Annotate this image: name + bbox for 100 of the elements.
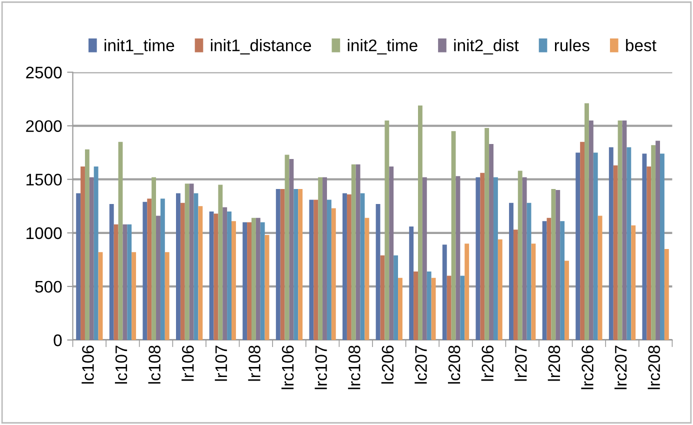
bar — [309, 200, 314, 340]
bar — [464, 244, 470, 340]
x-tick-label: lrc106 — [281, 346, 294, 390]
bar — [384, 120, 390, 340]
bar — [264, 235, 270, 340]
x-tick-label: lrc208 — [648, 346, 660, 390]
bar — [380, 255, 385, 340]
bar — [127, 224, 132, 340]
bar — [376, 204, 380, 340]
bar — [209, 211, 214, 340]
bar — [122, 224, 128, 340]
bar — [109, 204, 114, 340]
bar — [642, 154, 647, 340]
legend-label: init1_time — [104, 39, 174, 54]
bar — [409, 226, 414, 340]
bar — [260, 222, 265, 340]
bar — [322, 177, 327, 340]
bar — [531, 244, 536, 340]
bar — [152, 177, 156, 340]
bar — [389, 166, 394, 340]
y-tick-label: 0 — [54, 334, 62, 346]
bar — [484, 128, 490, 340]
bar — [218, 184, 223, 340]
y-tick-label: 2000 — [26, 120, 62, 132]
bar — [398, 278, 402, 340]
x-tick-label: lc108 — [148, 346, 160, 384]
bar — [227, 211, 232, 340]
bar — [294, 188, 298, 340]
legend-label: best — [626, 39, 656, 52]
bar — [247, 222, 252, 340]
x-tick-label: lc208 — [448, 346, 460, 384]
bar — [442, 244, 447, 340]
y-tick-label: 500 — [35, 280, 62, 293]
bar — [314, 200, 318, 340]
x-tick-label: lr206 — [481, 346, 494, 381]
bar — [94, 166, 98, 340]
bar — [526, 202, 532, 340]
bar — [651, 145, 656, 340]
bar — [414, 271, 418, 340]
bar — [114, 224, 118, 340]
bar — [551, 188, 556, 340]
bar — [76, 193, 81, 340]
legend-label: init2_time — [348, 39, 418, 54]
bar — [608, 147, 614, 340]
bar — [198, 206, 203, 340]
bar — [89, 177, 94, 340]
bar — [618, 120, 622, 340]
bar — [598, 216, 602, 340]
bar — [584, 103, 589, 340]
bar — [418, 105, 422, 340]
bar — [360, 193, 365, 340]
bar — [646, 166, 652, 340]
bar — [346, 194, 352, 340]
bar — [242, 222, 248, 340]
bar — [298, 188, 303, 340]
bar — [147, 198, 152, 340]
bar — [160, 198, 165, 340]
legend-label: rules — [554, 39, 590, 52]
x-tick-label: lr207 — [514, 346, 527, 381]
bar — [556, 190, 560, 340]
bar — [509, 202, 514, 340]
bar — [284, 154, 290, 340]
bar — [480, 172, 485, 340]
bar — [98, 252, 103, 340]
bar — [456, 176, 460, 340]
y-tick-label: 1500 — [26, 174, 62, 186]
bar — [251, 218, 256, 340]
x-tick-label: lrc206 — [581, 346, 594, 390]
bar — [232, 221, 236, 340]
x-tick-label: lc206 — [381, 346, 394, 384]
bar — [194, 193, 198, 340]
bar — [580, 142, 585, 340]
bar — [431, 278, 436, 340]
legend-label: init1_distance — [210, 39, 312, 54]
bar — [656, 140, 660, 340]
bar — [80, 166, 85, 340]
bar — [631, 225, 636, 340]
bar — [364, 218, 370, 340]
bar — [576, 152, 580, 340]
bar — [118, 142, 123, 340]
bar — [476, 177, 480, 340]
bar — [84, 149, 90, 340]
bar — [331, 208, 336, 340]
bar — [542, 221, 547, 340]
bar — [513, 230, 518, 340]
bar — [176, 193, 180, 340]
x-tick-label: lr208 — [548, 346, 560, 381]
bar — [593, 152, 598, 340]
x-tick-label: lrc107 — [314, 346, 328, 390]
bar — [546, 218, 552, 340]
bar — [498, 239, 502, 340]
y-tick-label: 1000 — [26, 227, 62, 240]
bar — [460, 276, 465, 340]
bar — [622, 120, 627, 340]
bar — [142, 202, 148, 340]
bar — [626, 147, 632, 340]
bar — [280, 188, 285, 340]
bar — [451, 131, 456, 340]
x-tick-label: lc106 — [82, 346, 94, 384]
bar — [356, 164, 360, 340]
